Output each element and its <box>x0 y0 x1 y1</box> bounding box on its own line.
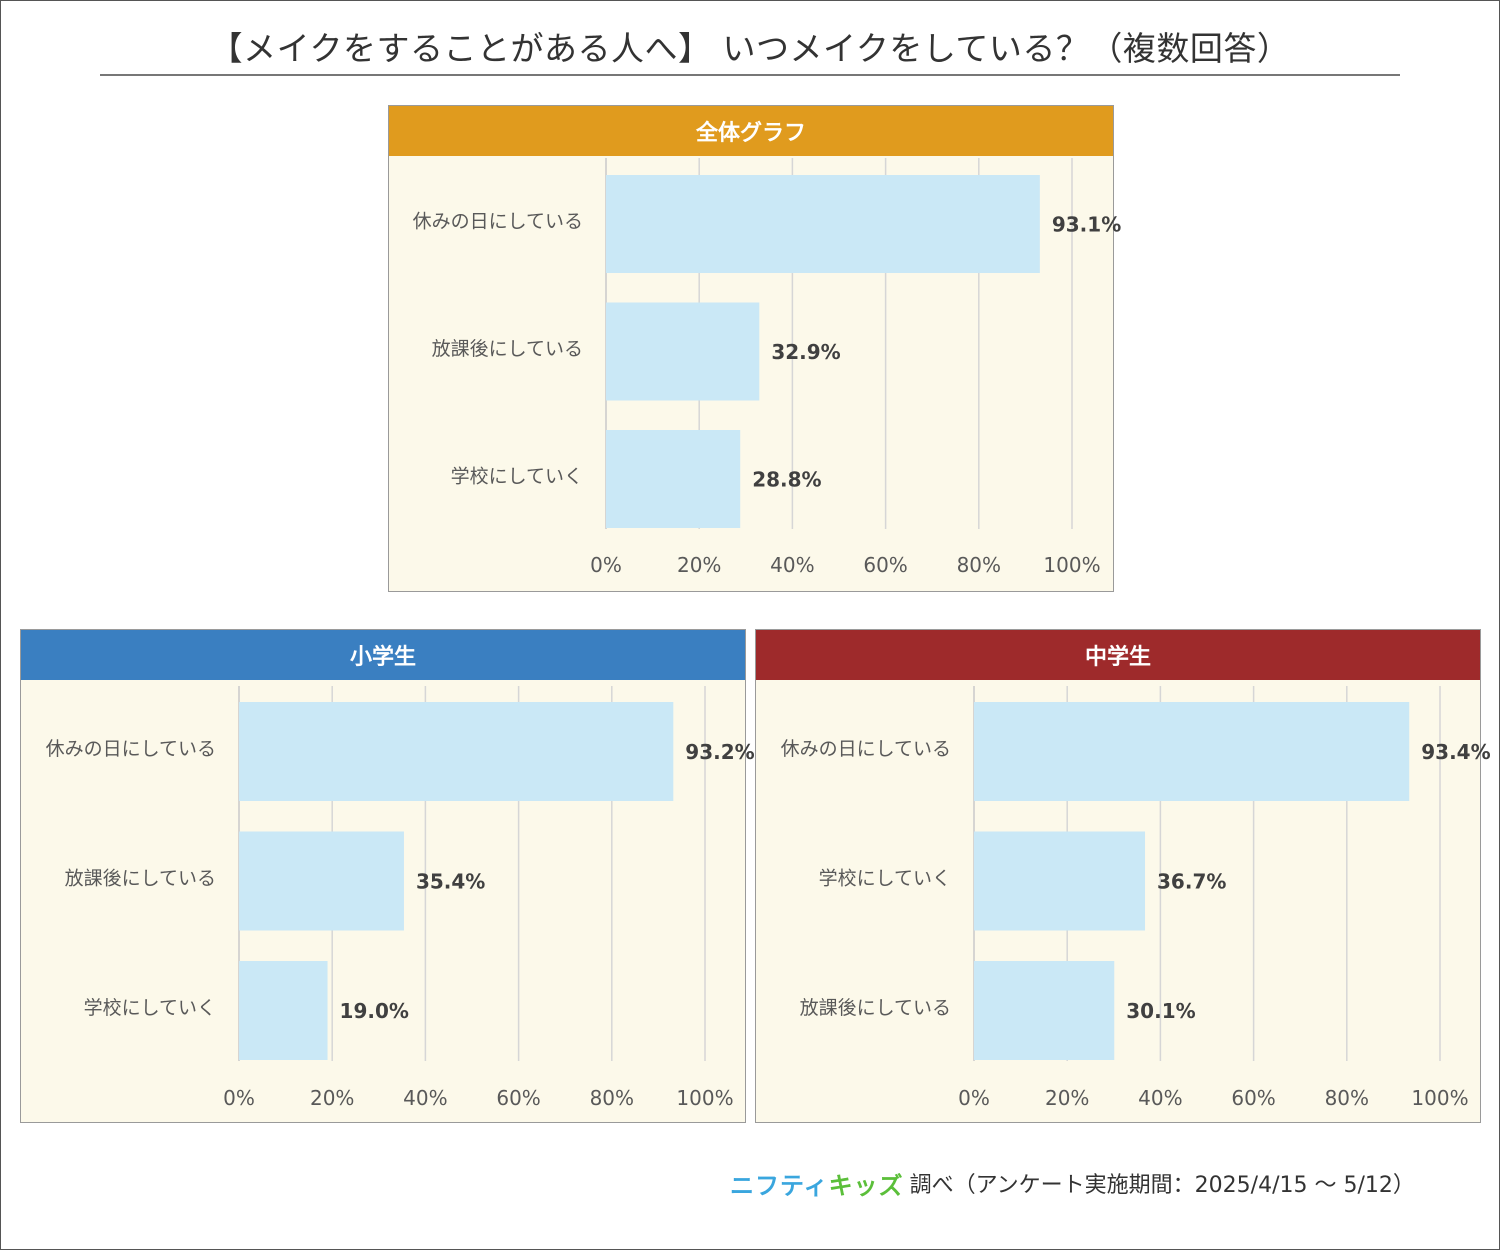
elementary-bar <box>239 702 674 801</box>
middle-school-tick-label: 20% <box>1045 1086 1089 1110</box>
footer-survey-note: 調べ（アンケート実施期間：2025/4/15 ～ 5/12） <box>909 1173 1415 1198</box>
middle-school-chart-header: 中学生 <box>756 630 1480 680</box>
elementary-chart: 0% 20% 40% 60% 80% 100% 休みの日にしている 93.2% 放課後にしている… <box>46 686 755 1110</box>
elementary-value-label: 35.4% <box>416 870 485 894</box>
elementary-tick-label: 80% <box>590 1086 634 1110</box>
elementary-category-label: 放課後にしている <box>65 868 216 890</box>
elementary-tick-label: 20% <box>310 1086 354 1110</box>
overall-bar <box>606 430 741 528</box>
overall-bar <box>606 175 1040 273</box>
elementary-category-label: 休みの日にしている <box>46 738 216 760</box>
middle-school-category-label: 放課後にしている <box>800 997 951 1019</box>
middle-school-tick-label: 40% <box>1138 1086 1182 1110</box>
middle-school-bar <box>974 702 1410 801</box>
middle-school-chart-panel: 中学生 0% 20% 40% 60% 80% 100% 休みの日にしている 93.4% 学校にし… <box>755 629 1491 1123</box>
overall-chart-header: 全体グラフ <box>389 106 1113 156</box>
elementary-tick-label: 60% <box>496 1086 540 1110</box>
middle-school-bar <box>974 831 1146 931</box>
overall-chart-panel: 全体グラフ 0% 20% 40% 60% 80% 100% 休みの日にしている 93.1% 放課… <box>388 105 1121 592</box>
middle-school-value-label: 36.7% <box>1157 870 1226 894</box>
overall-tick-label: 60% <box>863 553 907 577</box>
overall-category-label: 休みの日にしている <box>413 211 583 233</box>
middle-school-tick-label: 0% <box>958 1086 990 1110</box>
logo-nifty: ニフティ <box>730 1171 829 1200</box>
elementary-tick-label: 100% <box>676 1086 733 1110</box>
overall-tick-label: 100% <box>1043 553 1100 577</box>
middle-school-chart: 0% 20% 40% 60% 80% 100% 休みの日にしている 93.4% 学校にしていく 3… <box>781 686 1491 1110</box>
overall-chart: 0% 20% 40% 60% 80% 100% 休みの日にしている 93.1% 放課後にしている… <box>413 158 1121 577</box>
overall-tick-label: 80% <box>957 553 1001 577</box>
elementary-tick-label: 0% <box>223 1086 255 1110</box>
elementary-value-label: 93.2% <box>685 740 754 764</box>
elementary-bar <box>239 831 404 931</box>
title-divider <box>100 74 1400 76</box>
overall-value-label: 28.8% <box>752 468 821 492</box>
middle-school-category-label: 学校にしていく <box>819 868 951 890</box>
middle-school-tick-label: 80% <box>1325 1086 1369 1110</box>
middle-school-category-label: 休みの日にしている <box>781 738 951 760</box>
elementary-chart-panel: 小学生 0% 20% 40% 60% 80% 100% 休みの日にしている 93.2% 放課後に… <box>20 629 755 1123</box>
elementary-bar <box>239 961 328 1060</box>
middle-school-tick-label: 60% <box>1231 1086 1275 1110</box>
elementary-chart-header: 小学生 <box>21 630 745 680</box>
overall-bar <box>606 302 760 401</box>
middle-school-value-label: 93.4% <box>1421 740 1490 764</box>
overall-tick-label: 0% <box>590 553 622 577</box>
page-title: 【メイクをすることがある人へ】 いつメイクをしている？（複数回答） <box>209 29 1291 68</box>
overall-tick-label: 40% <box>770 553 814 577</box>
middle-school-tick-label: 100% <box>1411 1086 1468 1110</box>
middle-school-bar <box>974 961 1115 1060</box>
overall-tick-label: 20% <box>677 553 721 577</box>
elementary-category-label: 学校にしていく <box>84 997 216 1019</box>
footer: ニフティ キッズ 調べ（アンケート実施期間：2025/4/15 ～ 5/12） <box>730 1166 1415 1200</box>
elementary-value-label: 19.0% <box>340 999 409 1023</box>
middle-school-value-label: 30.1% <box>1126 999 1195 1023</box>
overall-category-label: 放課後にしている <box>432 338 583 360</box>
elementary-tick-label: 40% <box>403 1086 447 1110</box>
overall-category-label: 学校にしていく <box>451 466 583 488</box>
overall-value-label: 93.1% <box>1052 213 1121 237</box>
logo-kids: キッズ <box>828 1171 904 1200</box>
overall-value-label: 32.9% <box>771 340 840 364</box>
